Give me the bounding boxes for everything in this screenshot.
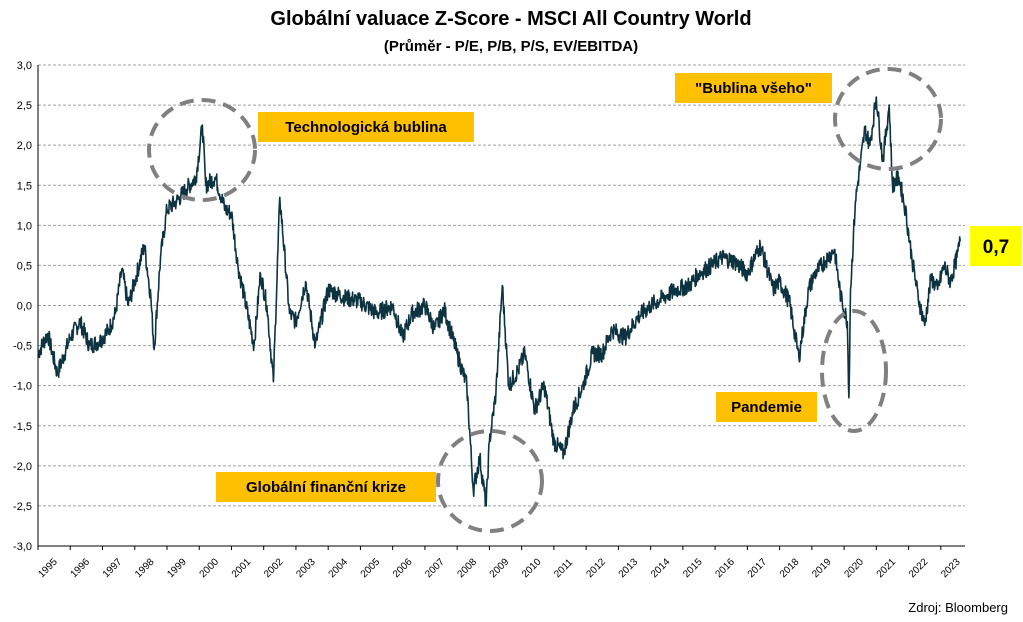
y-tick-label: -3,0 bbox=[13, 541, 32, 553]
series-layer bbox=[37, 96, 961, 507]
x-tick-label: 2015 bbox=[681, 556, 705, 580]
x-tick-label: 2009 bbox=[488, 556, 512, 580]
y-tick-label: 1,5 bbox=[17, 180, 32, 192]
x-tick-label: 2004 bbox=[327, 556, 351, 580]
annotation-label: Pandemie bbox=[731, 399, 802, 416]
x-tick-label: 2022 bbox=[907, 556, 931, 580]
x-tick-label: 1996 bbox=[69, 556, 93, 580]
annotation-label: Technologická bublina bbox=[285, 119, 447, 136]
last-value-box bbox=[970, 226, 1022, 266]
last-value-callout: 0,7 bbox=[970, 226, 1022, 266]
annotation-circle bbox=[820, 309, 888, 433]
y-tick-label: -1,0 bbox=[13, 381, 32, 393]
x-tick-label: 1997 bbox=[101, 556, 125, 580]
annotation-label-box bbox=[216, 472, 436, 502]
annotation-label-box bbox=[258, 112, 474, 142]
annotation-label-box bbox=[716, 392, 817, 422]
source-note: Zdroj: Bloomberg bbox=[908, 600, 1008, 615]
annotation-label: Globální finanční krize bbox=[246, 479, 406, 496]
gridlines bbox=[38, 64, 965, 507]
x-tick-label: 2002 bbox=[262, 556, 286, 580]
annotation-label-box bbox=[675, 73, 832, 103]
y-tick-label: 0,0 bbox=[17, 301, 32, 313]
x-tick-label: 2000 bbox=[198, 556, 222, 580]
y-tick-label: -2,0 bbox=[13, 461, 32, 473]
x-tick-label: 2021 bbox=[875, 556, 899, 580]
y-tick-label: 0,5 bbox=[17, 260, 32, 272]
annotation-circle bbox=[833, 67, 943, 171]
y-tick-label: -0,5 bbox=[13, 341, 32, 353]
y-tick-label: 2,0 bbox=[17, 140, 32, 152]
x-tick-label: 2003 bbox=[294, 556, 318, 580]
annotations-layer: Technologická bublina "Bublina všeho" Pand… bbox=[147, 67, 943, 533]
x-tick-label: 2016 bbox=[713, 556, 737, 580]
y-tick-label: 1,0 bbox=[17, 220, 32, 232]
x-tick-label: 2011 bbox=[552, 557, 575, 580]
chart-subtitle: (Průměr - P/E, P/B, P/S, EV/EBITDA) bbox=[384, 38, 638, 55]
y-tick-label: -1,5 bbox=[13, 421, 32, 433]
last-value-label: 0,7 bbox=[983, 237, 1009, 258]
x-tick-label: 2006 bbox=[391, 556, 415, 580]
x-tick-label: 2005 bbox=[359, 556, 383, 580]
y-tick-label: -2,5 bbox=[13, 501, 32, 513]
x-tick-label: 2007 bbox=[423, 556, 447, 580]
x-tick-label: 2014 bbox=[649, 556, 673, 580]
axes bbox=[37, 65, 965, 550]
annotation-circle bbox=[147, 98, 257, 202]
x-tick-label: 2023 bbox=[939, 556, 963, 580]
x-tick-label: 2008 bbox=[456, 556, 480, 580]
x-axis-tick-labels: 1995 1996 1997 1998 1999 2000 2001 2002 2003 2004… bbox=[36, 556, 963, 580]
x-tick-label: 1998 bbox=[133, 556, 157, 580]
annotation-label: "Bublina všeho" bbox=[695, 80, 812, 97]
chart-title: Globální valuace Z-Score - MSCI All Coun… bbox=[270, 8, 751, 30]
x-tick-label: 2013 bbox=[617, 556, 641, 580]
x-tick-label: 2018 bbox=[778, 556, 802, 580]
annotation-circle bbox=[436, 429, 544, 533]
y-axis-tick-labels: 3,0 2,5 2,0 1,5 1,0 0,5 0,0 -0,5 -1,0 -1,5 -2,0 -2,… bbox=[13, 60, 32, 553]
x-tick-label: 2020 bbox=[842, 556, 866, 580]
series-line bbox=[37, 96, 961, 507]
y-tick-label: 2,5 bbox=[17, 100, 32, 112]
y-tick-label: 3,0 bbox=[17, 60, 32, 72]
x-tick-label: 2001 bbox=[230, 556, 254, 580]
x-tick-label: 1999 bbox=[165, 556, 189, 580]
x-tick-label: 2012 bbox=[584, 556, 608, 580]
x-tick-label: 1995 bbox=[36, 556, 60, 580]
x-tick-label: 2017 bbox=[746, 556, 770, 580]
x-tick-label: 2010 bbox=[520, 556, 544, 580]
x-tick-label: 2019 bbox=[810, 556, 834, 580]
